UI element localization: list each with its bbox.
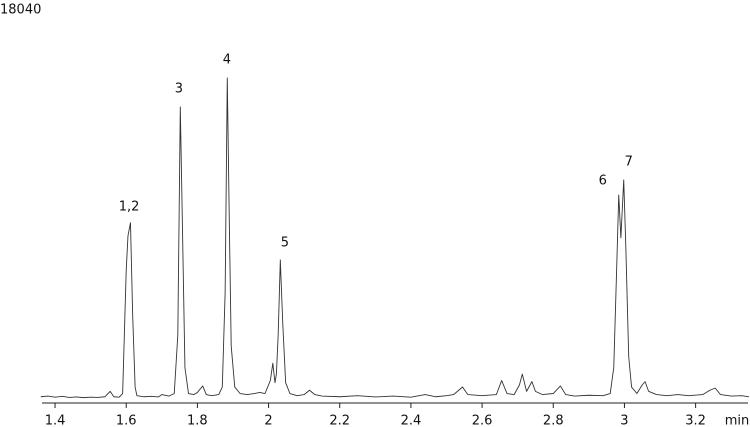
peak-label: 5 — [281, 235, 289, 250]
peak-label: 7 — [625, 154, 633, 169]
x-tick-label: 2.4 — [401, 414, 422, 427]
x-tick-label: 3 — [620, 414, 628, 427]
peak-label: 1,2 — [119, 199, 140, 214]
x-tick-label: 3.2 — [685, 414, 706, 427]
peak-label: 6 — [599, 173, 607, 188]
x-tick-label: 2 — [264, 414, 272, 427]
y-tick-label: 18040 — [0, 3, 41, 18]
x-axis-label: min — [725, 414, 750, 427]
x-tick-label: 2.2 — [329, 414, 350, 427]
x-tick-label: 2.8 — [543, 414, 564, 427]
x-tick-label: 1.4 — [45, 414, 66, 427]
trace — [40, 77, 750, 399]
x-tick-label: 2.6 — [472, 414, 493, 427]
x-tick-label: 1.6 — [116, 414, 137, 427]
peak-label: 3 — [175, 81, 183, 96]
x-tick-label: 1.8 — [187, 414, 208, 427]
peak-label: 4 — [223, 52, 231, 67]
